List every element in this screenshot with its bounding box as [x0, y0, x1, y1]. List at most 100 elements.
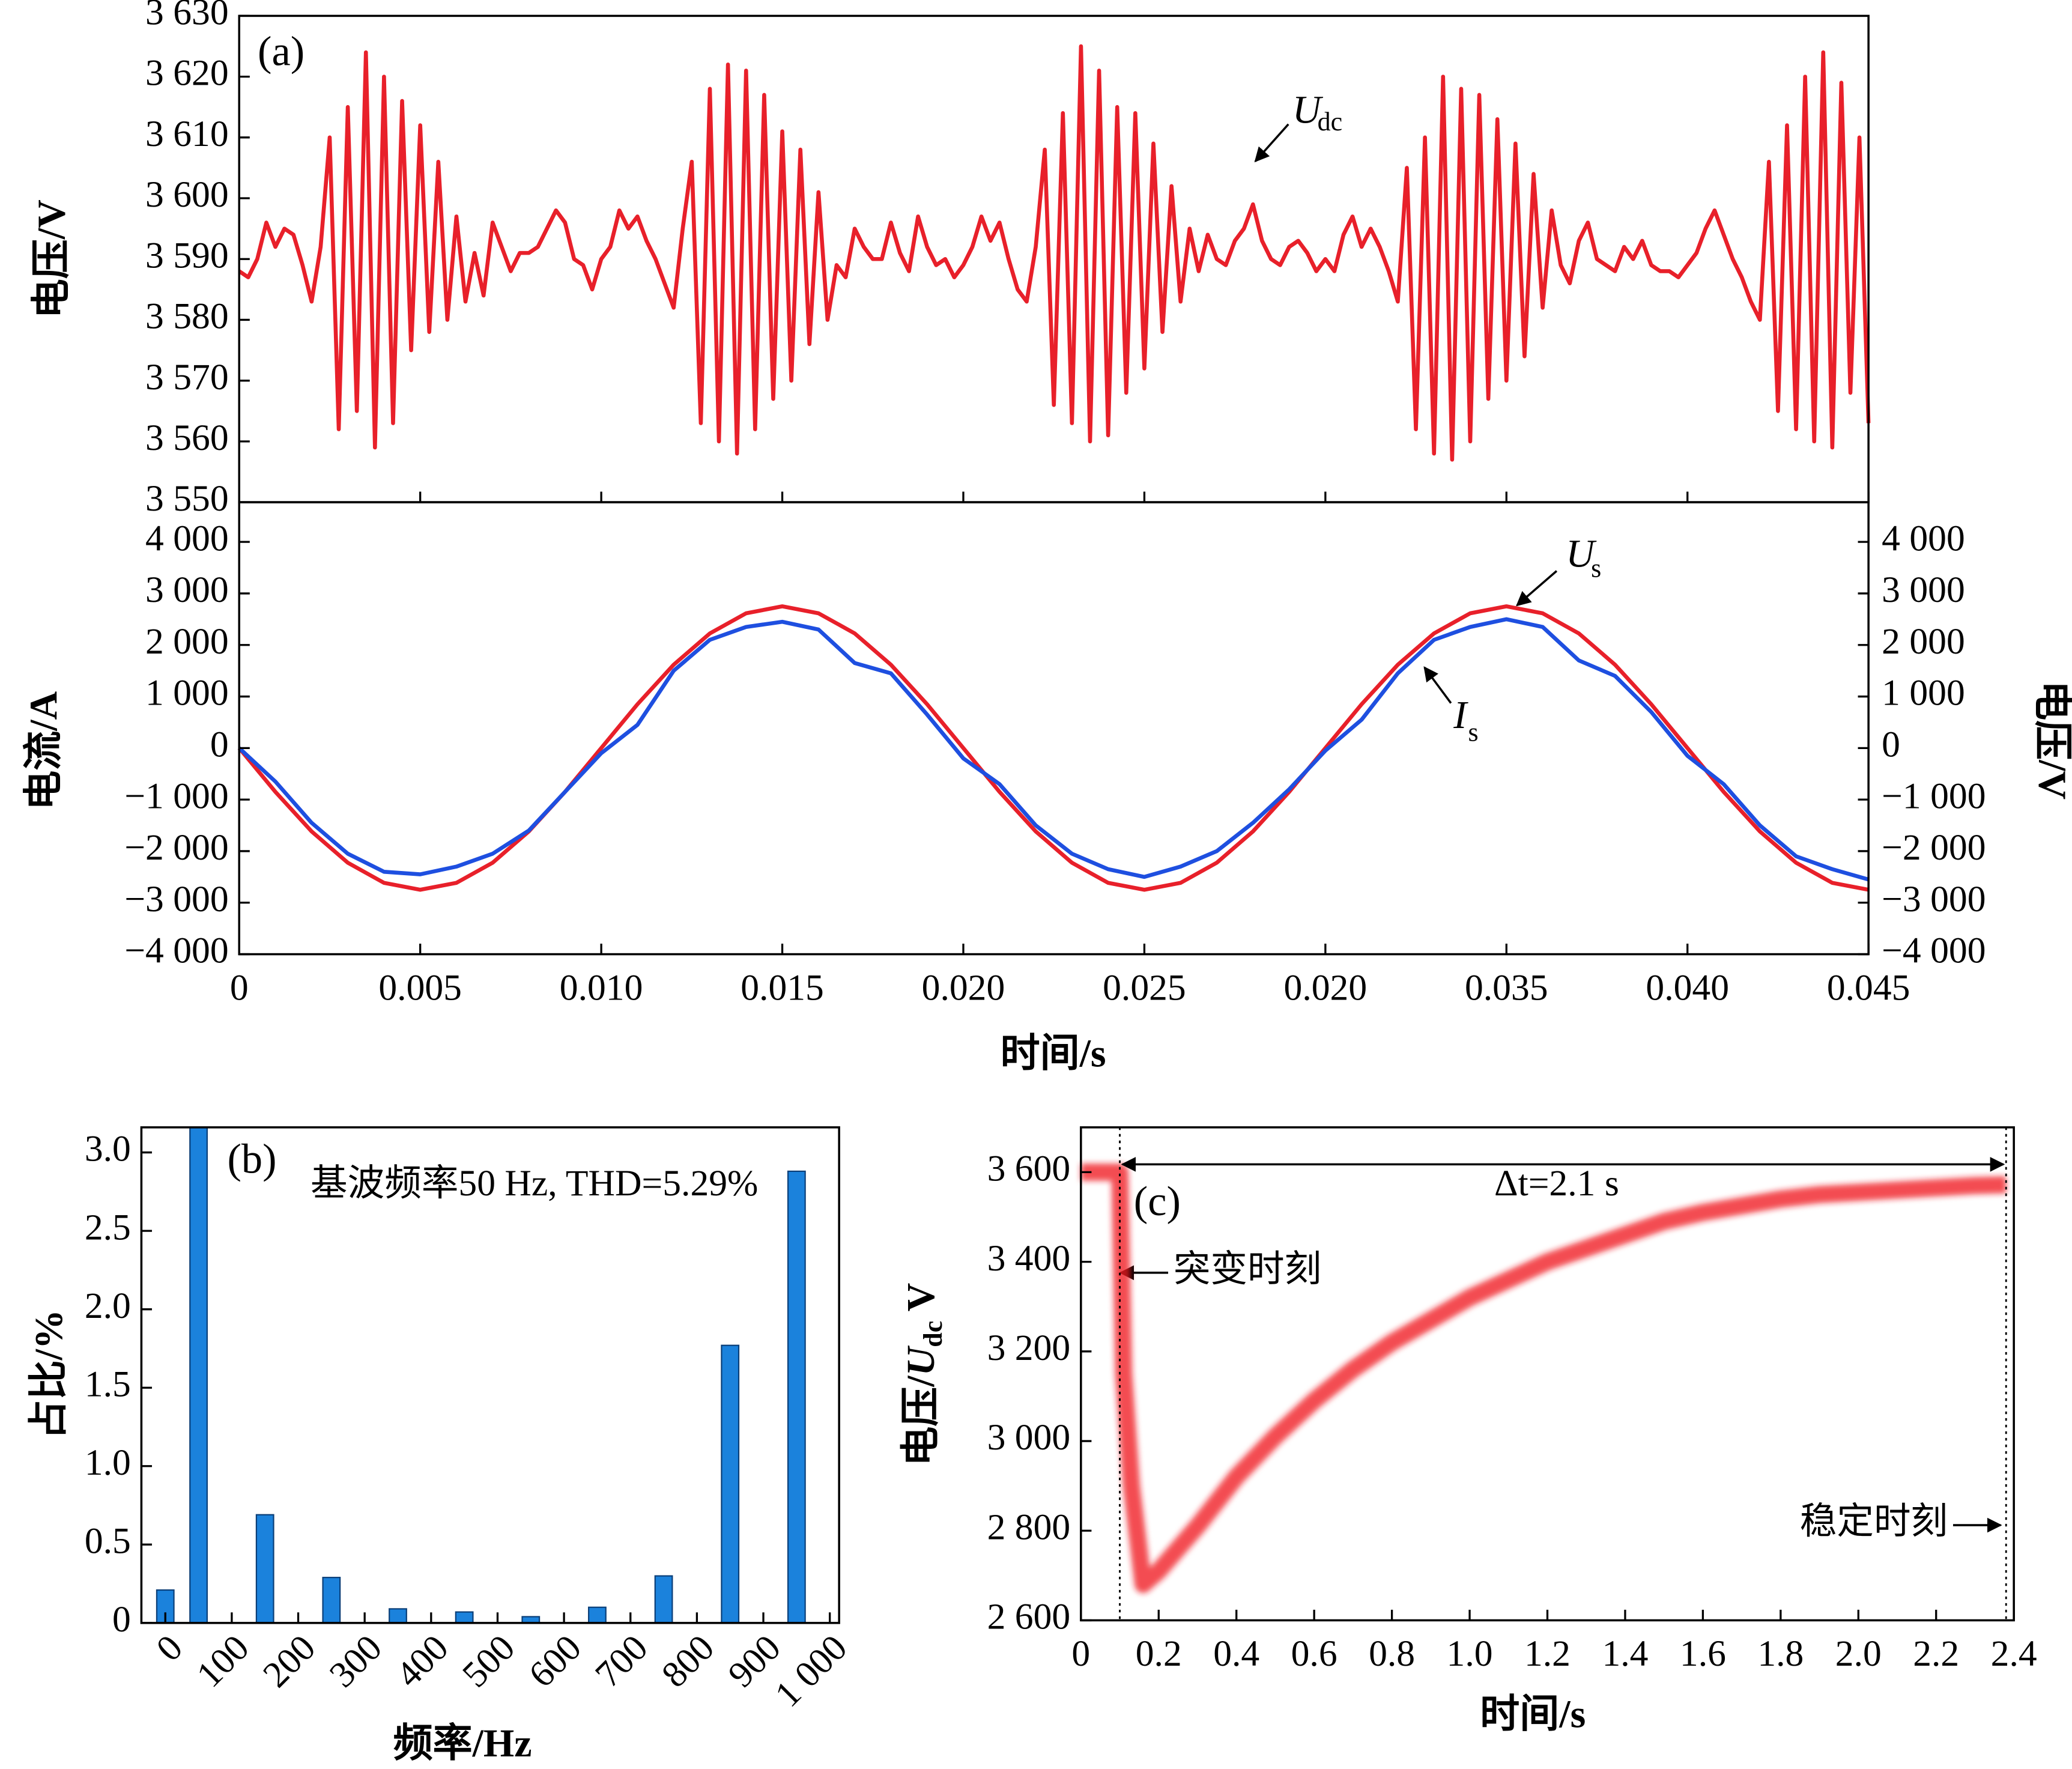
x-tick-label: 0.020 [1284, 967, 1368, 1008]
y-tick-label: 2.5 [85, 1207, 131, 1248]
x-tick-label: 1.0 [1447, 1633, 1493, 1674]
x-tick-label: 0 [230, 967, 249, 1008]
bar [721, 1344, 740, 1624]
y-axis-title-sub: dc [918, 1321, 948, 1347]
y-axis-title-text: 电压/ [899, 1375, 943, 1466]
y-tick-label: 1.5 [85, 1364, 131, 1404]
x-tick-label: 800 [654, 1627, 722, 1695]
x-tick-label: 1.6 [1680, 1633, 1726, 1674]
y2-tick-label: −1 000 [1882, 775, 1986, 816]
y-axis-title: 占比/% [27, 1309, 71, 1439]
annotation: 稳定时刻 [1800, 1501, 1948, 1542]
series-label: U [1292, 88, 1324, 132]
y-axis-title: 电压/Udc V [899, 1283, 948, 1466]
y-tick-label: 2.0 [85, 1285, 131, 1326]
series-label: I [1453, 693, 1468, 737]
y-axis-title: 电压/V [30, 199, 74, 318]
x-tick-label: 1.2 [1524, 1633, 1571, 1674]
y-tick-label: 3 000 [145, 569, 229, 610]
y-tick-label: 1 000 [145, 673, 229, 714]
y2-tick-label: 4 000 [1882, 518, 1965, 559]
x-tick-label: 700 [587, 1627, 655, 1695]
y2-tick-label: 0 [1882, 724, 1900, 765]
y-tick-label: 3 570 [145, 357, 229, 398]
y-tick-label: 3 600 [987, 1148, 1071, 1189]
y2-tick-label: 1 000 [1882, 673, 1965, 714]
bar [654, 1575, 673, 1624]
y-tick-label: 4 000 [145, 518, 229, 559]
series-label-sub: s [1591, 554, 1601, 583]
panel-label: (a) [258, 28, 304, 75]
y-tick-label: 3 000 [987, 1417, 1071, 1458]
x-tick-label: 2.2 [1913, 1633, 1959, 1674]
y2-tick-label: −2 000 [1882, 827, 1986, 868]
x-tick-label: 1.8 [1757, 1633, 1804, 1674]
y-tick-label: 1.0 [85, 1442, 131, 1483]
y-tick-label: 3 200 [987, 1328, 1071, 1368]
y-tick-label: 3 600 [145, 174, 229, 215]
y2-axis-title: 电压/V [2030, 681, 2072, 800]
arrow [1254, 123, 1289, 163]
plot-frame [1080, 1126, 2015, 1622]
y-tick-label: 0 [210, 724, 229, 765]
y-tick-label: −4 000 [124, 930, 228, 971]
y-axis-title-unit: V [899, 1283, 943, 1321]
line-series [238, 44, 1871, 462]
bar [455, 1611, 474, 1624]
y2-tick-label: 3 000 [1882, 569, 1965, 610]
bar [588, 1606, 607, 1624]
y-tick-label: −3 000 [124, 879, 228, 920]
x-tick-label: 500 [455, 1627, 523, 1695]
bar [787, 1170, 806, 1624]
x-tick-label: 1 000 [767, 1627, 855, 1715]
y-tick-label: 3 560 [145, 417, 229, 458]
y-tick-label: 3 610 [145, 114, 229, 154]
line-series [1080, 1164, 2007, 1594]
x-tick-label: 0 [1071, 1633, 1090, 1674]
x-tick-label: 400 [388, 1627, 456, 1695]
y-tick-label: 2 600 [987, 1597, 1071, 1637]
plot-frame [140, 1126, 840, 1624]
plot-frame [238, 501, 1870, 956]
bar [255, 1514, 274, 1624]
x-tick-label: 0.035 [1465, 967, 1548, 1008]
x-tick-label: 1.4 [1602, 1633, 1648, 1674]
bar [322, 1577, 341, 1624]
x-tick-label: 0.005 [378, 967, 462, 1008]
x-tick-label: 2.4 [1991, 1633, 2037, 1674]
x-tick-label: 0.8 [1369, 1633, 1415, 1674]
x-tick-label: 0 [148, 1627, 190, 1669]
panel-label: (c) [1134, 1178, 1181, 1225]
x-axis-title: 频率/Hz [393, 1722, 532, 1765]
x-axis-title: 时间/s [1480, 1692, 1586, 1736]
y-tick-label: 3 630 [145, 0, 229, 33]
y-tick-label: 3 590 [145, 235, 229, 276]
x-tick-label: 200 [255, 1627, 323, 1695]
x-tick-label: 100 [189, 1627, 256, 1695]
y-tick-label: −1 000 [124, 775, 228, 816]
plot-frame [238, 14, 1870, 503]
x-tick-label: 0.2 [1136, 1633, 1182, 1674]
x-tick-label: 0.025 [1103, 967, 1186, 1008]
y-axis-title-var: U [899, 1345, 943, 1376]
series-label-sub: s [1468, 717, 1478, 747]
y-tick-label: 3 550 [145, 478, 229, 519]
y2-tick-label: −4 000 [1882, 930, 1986, 971]
series-label-sub: dc [1318, 107, 1343, 136]
y-tick-label: 3.0 [85, 1129, 131, 1170]
annotation: 突变时刻 [1174, 1249, 1321, 1290]
y-tick-label: 0.5 [85, 1520, 131, 1561]
y2-tick-label: 2 000 [1882, 621, 1965, 662]
line-series [238, 617, 1870, 882]
arrow [1423, 666, 1452, 704]
bar [389, 1608, 407, 1624]
y-axis-title: 电流/A [22, 691, 65, 810]
x-tick-label: 0.010 [560, 967, 643, 1008]
x-tick-label: 0.015 [741, 967, 824, 1008]
line-series [237, 604, 1869, 892]
y-tick-label: 3 580 [145, 296, 229, 337]
x-tick-label: 0.6 [1291, 1633, 1337, 1674]
annotation: 基波频率50 Hz, THD=5.29% [310, 1163, 758, 1204]
bar [189, 1126, 208, 1624]
